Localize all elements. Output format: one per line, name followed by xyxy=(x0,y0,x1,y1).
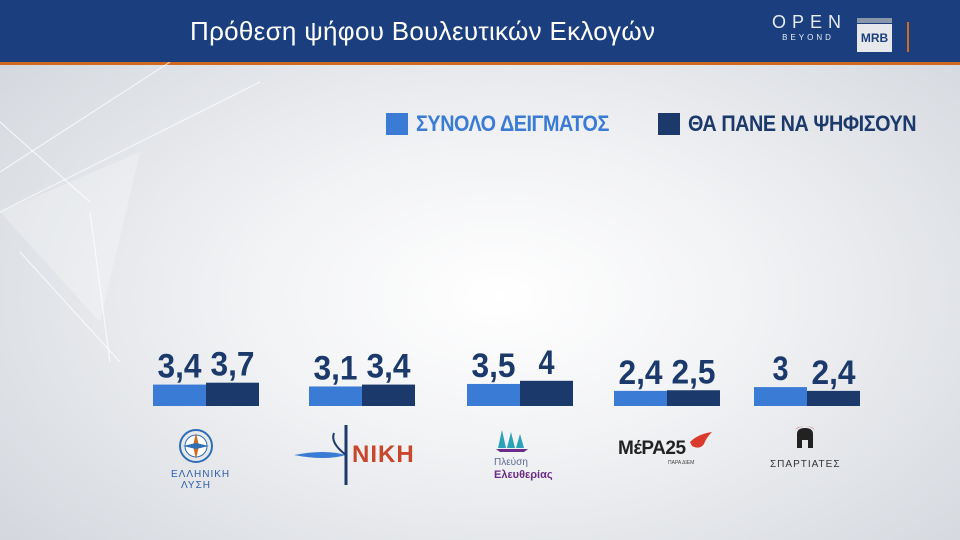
bar-will-vote-2 xyxy=(520,380,573,406)
data-label-will-vote-3: 2,5 xyxy=(672,353,716,391)
header-divider xyxy=(907,22,909,52)
logo-spartiates: ΣΠΑΡΤΙΑΤΕΣ xyxy=(770,424,840,470)
logo-mera25-text: ΜέΡΑ25 xyxy=(618,438,686,459)
data-label-will-vote-0: 3,7 xyxy=(211,346,255,384)
bar-total-sample-1 xyxy=(309,386,362,406)
ship-icon xyxy=(496,430,528,452)
logo-mera25: ΜέΡΑ25 ΠΑΡΑ ΔΙΕΜ xyxy=(618,430,713,470)
legend-label-will-vote: ΘΑ ΠΑΝΕ ΝΑ ΨΗΦΙΣΟΥΝ xyxy=(688,111,917,136)
compass-icon xyxy=(179,429,213,463)
logo-plefsi-eleftherias: Πλεύση Ελευθερίας xyxy=(494,428,554,481)
data-label-total-sample-4: 3 xyxy=(773,350,789,388)
legend-swatch-will-vote xyxy=(658,113,680,135)
mrb-logo: MRB xyxy=(857,18,892,52)
bar-total-sample-4 xyxy=(754,387,807,406)
legend-label-total-sample: ΣΥΝΟΛΟ ΔΕΙΓΜΑΤΟΣ xyxy=(416,111,609,136)
logo-elliniki-lysi: ΕΛΛΗΝΙΚΗ ΛΥΣΗ xyxy=(160,428,232,491)
beyond-logo-text: BEYOND xyxy=(782,33,834,42)
logo-plefsi-line2: Ελευθερίας xyxy=(494,469,553,481)
niki-star-icon xyxy=(294,425,348,485)
logo-niki: ΝΙΚΗ xyxy=(290,425,430,485)
bar-total-sample-2 xyxy=(467,383,520,406)
page-title: Πρόθεση ψήφου Βουλευτικών Εκλογών xyxy=(190,16,656,46)
bar-total-sample-0 xyxy=(153,384,206,406)
data-label-total-sample-0: 3,4 xyxy=(158,348,202,386)
bar-will-vote-1 xyxy=(362,384,415,406)
bird-icon xyxy=(690,432,712,448)
open-beyond-logo: OPEN BEYOND xyxy=(772,12,844,44)
data-label-total-sample-3: 2,4 xyxy=(619,354,663,392)
legend-swatch-total-sample xyxy=(386,113,408,135)
bar-will-vote-4 xyxy=(807,390,860,406)
data-label-will-vote-1: 3,4 xyxy=(367,348,411,386)
header-bar: Πρόθεση ψήφου Βουλευτικών Εκλογών OPEN B… xyxy=(0,0,960,65)
logo-spartiates-text: ΣΠΑΡΤΙΑΤΕΣ xyxy=(770,459,841,470)
legend-item-total-sample: ΣΥΝΟΛΟ ΔΕΙΓΜΑΤΟΣ xyxy=(386,110,630,138)
legend-item-will-vote: ΘΑ ΠΑΝΕ ΝΑ ΨΗΦΙΣΟΥΝ xyxy=(658,110,941,138)
bar-will-vote-0 xyxy=(206,382,259,406)
logo-mera25-subtext: ΠΑΡΑ ΔΙΕΜ xyxy=(668,460,695,466)
data-label-will-vote-2: 4 xyxy=(539,344,555,382)
data-label-total-sample-1: 3,1 xyxy=(314,349,358,387)
logo-plefsi-line1: Πλεύση xyxy=(494,457,528,468)
data-label-total-sample-2: 3,5 xyxy=(472,347,516,385)
logo-elliniki-lysi-text: ΕΛΛΗΝΙΚΗ ΛΥΣΗ xyxy=(171,469,231,491)
logo-niki-text: ΝΙΚΗ xyxy=(352,441,415,468)
data-label-will-vote-4: 2,4 xyxy=(812,354,856,392)
open-logo-text: OPEN xyxy=(772,12,848,32)
bar-will-vote-3 xyxy=(667,390,720,406)
spartan-helmet-icon xyxy=(795,426,815,448)
bar-total-sample-3 xyxy=(614,390,667,406)
